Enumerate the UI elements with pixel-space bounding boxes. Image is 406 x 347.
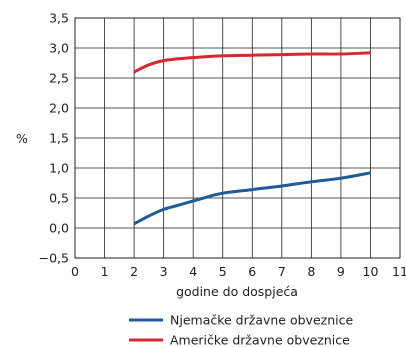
plot-frame bbox=[74, 17, 401, 259]
x-tick-label: 4 bbox=[189, 264, 197, 279]
x-axis-label: godine do dospjeća bbox=[176, 284, 298, 299]
y-tick-label: 2,0 bbox=[49, 101, 69, 116]
x-tick-label: 0 bbox=[71, 264, 79, 279]
y-tick-label: 0,5 bbox=[49, 191, 69, 206]
x-tick-label: 6 bbox=[248, 264, 256, 279]
series-layer bbox=[133, 51, 371, 226]
series-line-us-bonds bbox=[133, 51, 371, 74]
x-tick-label: 11 bbox=[392, 264, 406, 279]
y-tick-label: 1,0 bbox=[49, 161, 69, 176]
series-line-german-bonds bbox=[133, 171, 371, 226]
x-tick-label: 7 bbox=[278, 264, 286, 279]
y-tick-label: 2,5 bbox=[49, 71, 69, 86]
x-tick-label: 5 bbox=[219, 264, 227, 279]
y-tick-label: 1,5 bbox=[49, 131, 69, 146]
y-axis-label: % bbox=[16, 131, 28, 146]
y-axis-ticks: −0,5 0,0 0,5 1,0 1,5 2,0 2,5 3,0 3,5 bbox=[39, 11, 69, 266]
legend: Njemačke državne obveznice Američke držav… bbox=[129, 313, 353, 347]
x-tick-label: 9 bbox=[337, 264, 345, 279]
x-tick-label: 2 bbox=[130, 264, 138, 279]
y-tick-label: 3,0 bbox=[49, 41, 69, 56]
y-tick-label: −0,5 bbox=[39, 251, 69, 266]
legend-label: Američke državne obveznice bbox=[170, 333, 350, 347]
y-tick-label: 0,0 bbox=[49, 221, 69, 236]
x-tick-label: 8 bbox=[307, 264, 315, 279]
y-tick-label: 3,5 bbox=[49, 11, 69, 26]
x-tick-label: 10 bbox=[363, 264, 379, 279]
x-tick-label: 3 bbox=[160, 264, 168, 279]
x-axis-ticks: 0 1 2 3 4 5 6 7 8 9 10 11 bbox=[71, 264, 406, 279]
legend-label: Njemačke državne obveznice bbox=[170, 313, 353, 328]
x-tick-label: 1 bbox=[101, 264, 109, 279]
